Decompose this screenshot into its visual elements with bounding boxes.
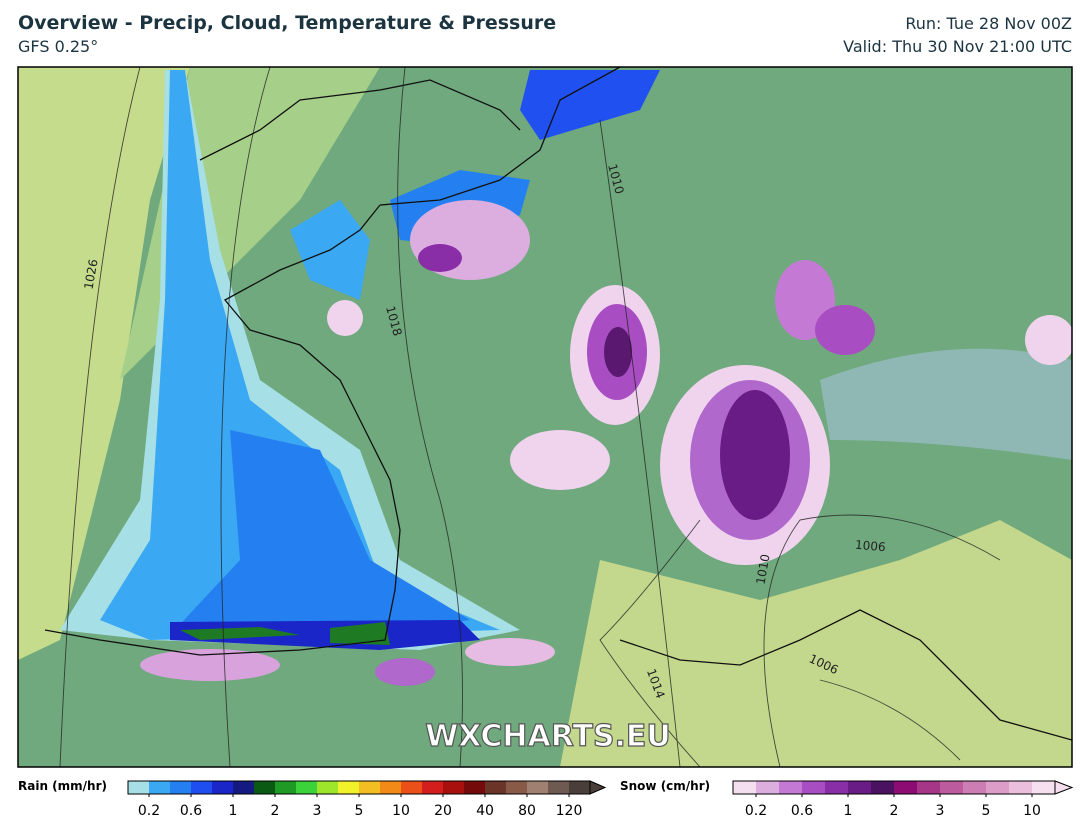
legend-arrow: [589, 780, 607, 795]
rain-very-heavy: [180, 622, 390, 645]
legend-tick-label: 1: [844, 803, 853, 819]
med-cloud: [560, 520, 1072, 767]
legend-swatch: [848, 781, 872, 794]
model: GFS 0.25°: [18, 37, 99, 56]
legend-swatch: [464, 781, 486, 794]
legend-swatch: [296, 781, 318, 794]
legend-tick-label: 40: [476, 803, 494, 819]
ocean-cloud: [18, 67, 190, 660]
legend-swatch: [128, 781, 150, 794]
title: Overview - Precip, Cloud, Temperature & …: [18, 12, 557, 34]
isobars: [59, 67, 1001, 767]
rain: [100, 70, 500, 640]
rain: [520, 70, 660, 140]
legend-swatch: [170, 781, 192, 794]
legend-swatch: [940, 781, 964, 794]
isobar-label: 1026: [82, 258, 101, 291]
legend-swatch: [443, 781, 465, 794]
legend-tick-label: 2: [271, 803, 280, 819]
legend-tick-label: 1: [229, 803, 238, 819]
legend-swatch: [802, 781, 826, 794]
legend-tick-label: 2: [890, 803, 899, 819]
legend-swatch: [963, 781, 987, 794]
coastlines: [44, 67, 1072, 741]
legend-swatch: [527, 781, 549, 794]
legend-tick-label: 0.2: [745, 803, 767, 819]
legend-arrow: [1054, 780, 1074, 795]
legend-tick-label: 0.6: [180, 803, 202, 819]
legend-swatch: [825, 781, 849, 794]
legend-swatch: [338, 781, 360, 794]
legend-tick-label: 10: [392, 803, 410, 819]
legend-swatch: [756, 781, 780, 794]
legend-tick-label: 3: [936, 803, 945, 819]
legends: Rain (mm/hr) 0.2 0.6 1 2 3 5 10 20 40 80 120 Snow (c…: [18, 779, 1074, 819]
watermark: WXCHARTS.EU: [425, 719, 671, 754]
legend-swatch: [359, 781, 381, 794]
snow-areas: [140, 200, 1072, 686]
legend-swatch: [917, 781, 941, 794]
legend-tick-label: 3: [313, 803, 322, 819]
legend-swatch: [1009, 781, 1033, 794]
legend-swatch: [894, 781, 918, 794]
legend-swatch: [212, 781, 234, 794]
legend-swatch: [733, 781, 757, 794]
legend-swatch: [485, 781, 507, 794]
map-frame: [17, 66, 1073, 768]
legend-tick-label: 0.6: [791, 803, 813, 819]
legend-tick-label: 0.2: [138, 803, 160, 819]
legend-swatch: [380, 781, 402, 794]
legend-tick-label: 80: [518, 803, 536, 819]
legend-title: Rain (mm/hr): [18, 779, 107, 793]
legend-swatch: [401, 781, 423, 794]
run-time: Run: Tue 28 Nov 00Z: [905, 14, 1072, 33]
legend-swatch: [506, 781, 528, 794]
legend-tick-label: 120: [556, 803, 583, 819]
legend-tick-label: 20: [434, 803, 452, 819]
isobar-label: 1010: [754, 553, 773, 586]
legend-swatch: [149, 781, 171, 794]
legend-tick-label: 5: [355, 803, 364, 819]
isobar-label: 1006: [855, 538, 887, 555]
legend-swatch: [871, 781, 895, 794]
legend-tick-label: 5: [982, 803, 991, 819]
legend-swatch: [233, 781, 255, 794]
legend-swatch: [1032, 781, 1056, 794]
legend-title: Snow (cm/hr): [620, 779, 710, 793]
legend-swatch: [254, 781, 276, 794]
legend-swatch: [569, 781, 591, 794]
legend-swatch: [191, 781, 213, 794]
legend-swatch: [275, 781, 297, 794]
legend-swatch: [317, 781, 339, 794]
legend-swatch: [986, 781, 1010, 794]
legend-swatch: [548, 781, 570, 794]
valid-time: Valid: Thu 30 Nov 21:00 UTC: [843, 37, 1072, 56]
alps-cloud: [820, 348, 1072, 460]
legend-swatch: [422, 781, 444, 794]
legend-tick-label: 10: [1023, 803, 1041, 819]
legend-swatch: [779, 781, 803, 794]
